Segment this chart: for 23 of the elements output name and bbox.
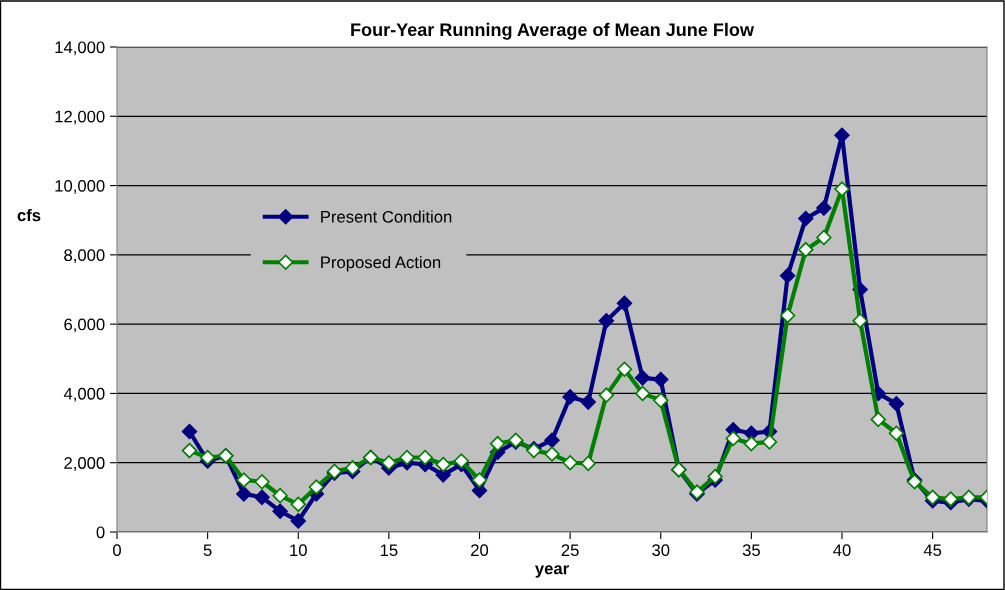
- x-tick-label: 5: [203, 544, 212, 557]
- y-tick-label: 14,000: [55, 41, 105, 56]
- y-tick-label: 4,000: [63, 387, 105, 402]
- legend-label: Present Condition: [321, 210, 452, 223]
- legend-label: Proposed Action: [321, 256, 441, 272]
- x-tick-label: 45: [923, 544, 942, 557]
- y-tick-label: 8,000: [64, 249, 105, 264]
- y-axis-title: cfs: [17, 208, 41, 222]
- y-tick-label: 10,000: [55, 179, 105, 194]
- x-tick-label: 30: [652, 544, 670, 557]
- x-tick-label: 40: [833, 544, 851, 557]
- x-tick-label: 20: [471, 544, 489, 557]
- x-axis-title: year: [534, 565, 569, 578]
- x-tick-label: 15: [380, 544, 398, 557]
- y-tick-label: 6,000: [64, 318, 105, 333]
- x-tick-label: 25: [561, 544, 579, 557]
- y-tick-label: 12,000: [55, 110, 105, 125]
- x-tick-label: 35: [742, 544, 760, 557]
- x-tick-label: 0: [113, 544, 121, 557]
- chart-title: Four-Year Running Average of Mean June Flow: [351, 22, 755, 40]
- y-tick-label: 0: [96, 526, 105, 539]
- y-tick-label: 2,000: [64, 457, 105, 471]
- x-tick-label: 10: [290, 544, 307, 557]
